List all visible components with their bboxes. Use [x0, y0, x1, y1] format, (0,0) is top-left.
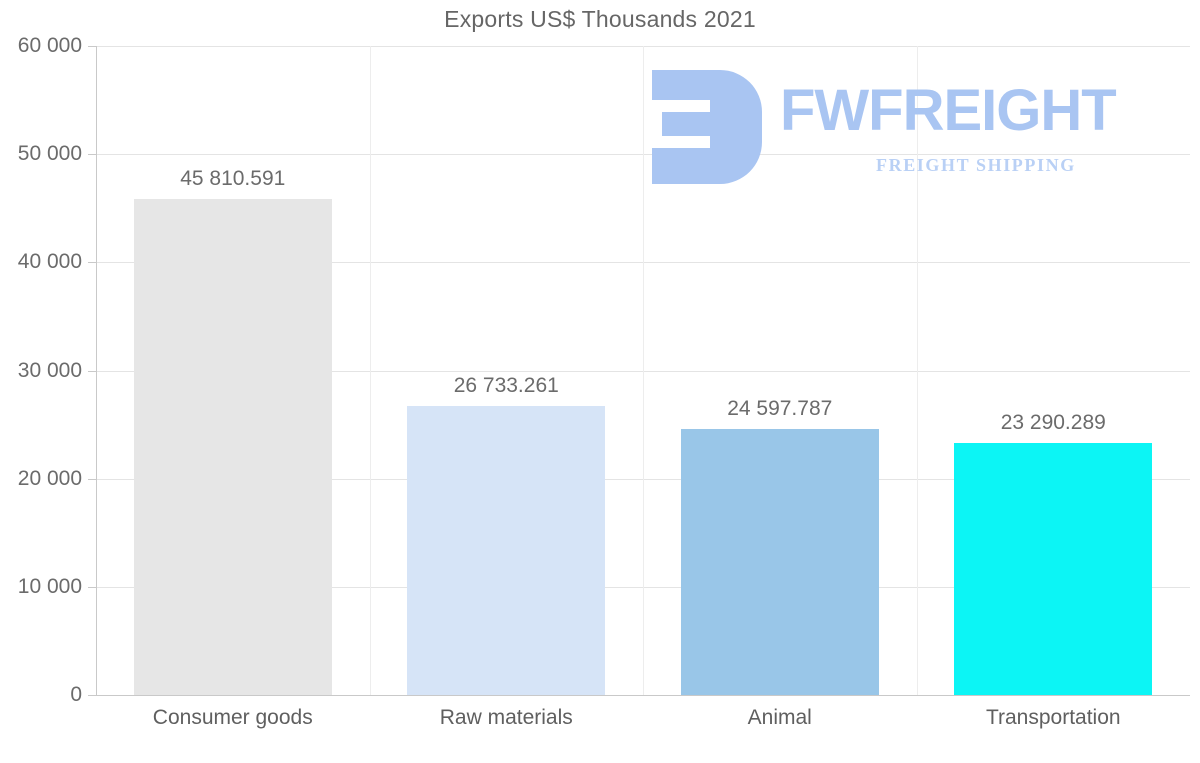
bar[interactable]: [407, 405, 606, 695]
y-axis-tick: [88, 586, 96, 588]
x-axis-category-label: Transportation: [985, 706, 1121, 729]
y-axis-tick-label: 50 000: [17, 142, 82, 166]
y-axis-tick-label: 60 000: [17, 34, 82, 57]
y-axis-tick-label: 40 000: [17, 250, 82, 274]
y-axis-tick-label: 0: [70, 683, 82, 706]
y-axis-tick-label: 30 000: [17, 358, 82, 382]
y-axis-tick-label: 20 000: [17, 466, 82, 490]
bar-value-label: 26 733.261: [453, 373, 559, 397]
bar-value-label: 24 597.787: [727, 396, 833, 420]
gridline-vertical: [643, 46, 644, 695]
y-axis-tick: [88, 695, 96, 696]
bar[interactable]: [133, 199, 332, 695]
x-axis-category-label: Animal: [747, 706, 812, 729]
bar[interactable]: [954, 443, 1153, 695]
y-axis-tick: [88, 478, 96, 480]
y-axis-tick: [88, 46, 96, 47]
bar-value-label: 23 290.289: [1000, 411, 1106, 435]
bar-value-label: 45 810.591: [180, 167, 286, 191]
gridline-vertical: [369, 46, 371, 695]
x-axis-category-label: Consumer goods: [152, 706, 313, 729]
y-axis-line: [96, 46, 97, 696]
x-axis-line: [96, 695, 1190, 696]
plot-area: [96, 46, 1190, 695]
y-axis-tick: [88, 154, 96, 156]
bar[interactable]: [680, 428, 879, 695]
chart-title: Exports US$ Thousands 2021: [444, 6, 756, 32]
y-axis-tick-label: 10 000: [17, 574, 82, 598]
y-axis-tick: [88, 262, 96, 264]
x-axis-category-label: Raw materials: [439, 706, 573, 729]
gridline-vertical: [916, 46, 918, 695]
y-axis-tick: [88, 370, 96, 372]
